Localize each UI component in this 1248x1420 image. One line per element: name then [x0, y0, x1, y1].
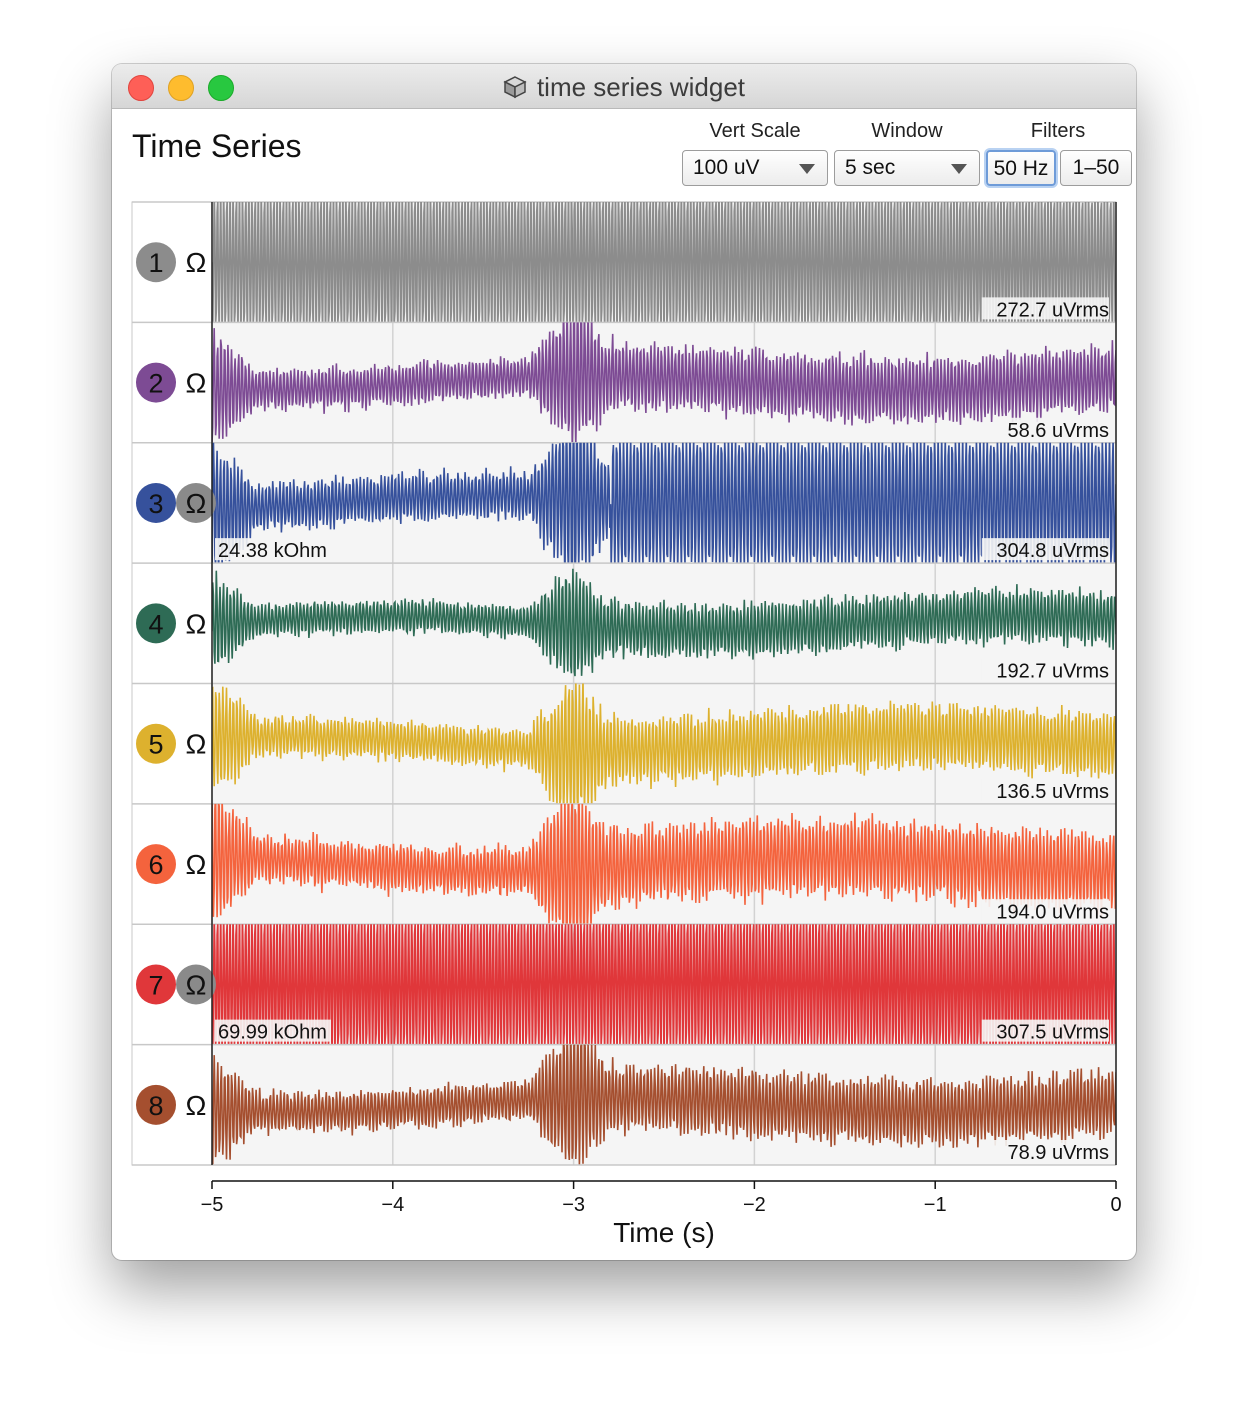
- channel-6-badge[interactable]: [136, 844, 176, 885]
- x-tick-label: −1: [924, 1194, 947, 1216]
- channel-3-waveform: [212, 442, 1116, 564]
- channel-7-waveform: [212, 924, 1116, 1045]
- channel-3-badge[interactable]: [136, 482, 176, 523]
- filter-1-50-button[interactable]: 1–50: [1060, 150, 1132, 186]
- channel-1-waveform: [212, 202, 1116, 323]
- x-tick-label: −5: [201, 1194, 224, 1216]
- channel-1-badge[interactable]: [136, 242, 176, 283]
- channel-2-waveform: [212, 322, 1116, 443]
- channel-3-impedance-button[interactable]: Ω: [186, 488, 207, 519]
- channel-7-impedance-label: 69.99 kOhm: [218, 1022, 327, 1044]
- channel-3-impedance-indicator[interactable]: [176, 482, 216, 523]
- channel-7-number[interactable]: 7: [148, 970, 163, 1000]
- channel-4-waveform: [212, 568, 1116, 677]
- channel-2-rms-bg: [993, 417, 1109, 440]
- x-tick-label: −2: [743, 1194, 766, 1216]
- channel-5-impedance-button[interactable]: Ω: [186, 729, 207, 760]
- chevron-down-icon: [951, 164, 967, 174]
- channel-1-number[interactable]: 1: [148, 248, 163, 278]
- window-title-text: time series widget: [536, 72, 746, 102]
- channel-5-number[interactable]: 5: [148, 730, 163, 760]
- channel-6-rms-bg: [981, 899, 1109, 922]
- vert-scale-dropdown[interactable]: 100 uV: [682, 150, 828, 186]
- page-title: Time Series: [132, 128, 302, 164]
- channel-7-impedance-indicator[interactable]: [176, 964, 216, 1005]
- channel-8-waveform: [212, 1044, 1116, 1165]
- title-bar[interactable]: time series widget: [112, 64, 1136, 109]
- filters-label: Filters: [1030, 120, 1086, 142]
- x-axis-label: Time (s): [613, 1217, 715, 1248]
- channel-4-number[interactable]: 4: [148, 609, 163, 639]
- filter-50hz-button[interactable]: 50 Hz: [986, 150, 1056, 186]
- minimize-button[interactable]: [168, 75, 194, 101]
- window-title: time series widget: [112, 72, 1136, 103]
- channel-2-rms-label: 58.6 uVrms: [1007, 420, 1109, 442]
- channel-7-badge[interactable]: [136, 964, 176, 1005]
- channel-3-impedance-bg: [215, 538, 331, 561]
- channel-4-rms-bg: [981, 658, 1109, 681]
- channel-8-impedance-button[interactable]: Ω: [186, 1090, 207, 1121]
- channel-5-waveform: [212, 683, 1116, 804]
- x-tick-label: 0: [1110, 1194, 1121, 1216]
- close-button[interactable]: [128, 75, 154, 101]
- channel-3-rms-bg: [981, 538, 1109, 561]
- channel-2-number[interactable]: 2: [148, 369, 163, 399]
- channel-5-rms-label: 136.5 uVrms: [996, 781, 1109, 803]
- channel-7-impedance-button[interactable]: Ω: [186, 969, 207, 1000]
- vert-scale-label: Vert Scale: [709, 120, 801, 142]
- channel-6-rms-label: 194.0 uVrms: [996, 901, 1109, 923]
- channel-8-rms-label: 78.9 uVrms: [1007, 1142, 1109, 1164]
- channel-2-impedance-button[interactable]: Ω: [186, 368, 207, 399]
- channel-3-impedance-label: 24.38 kOhm: [218, 540, 327, 562]
- channel-3-number[interactable]: 3: [148, 489, 163, 519]
- channel-8-number[interactable]: 8: [148, 1091, 163, 1121]
- channel-1-rms-bg: [981, 297, 1109, 320]
- chevron-down-icon: [799, 164, 815, 174]
- window-dropdown[interactable]: 5 sec: [834, 150, 980, 186]
- cube-icon: [503, 76, 527, 99]
- channel-5-rms-bg: [981, 778, 1109, 801]
- channel-6-number[interactable]: 6: [148, 850, 163, 880]
- channel-5-badge[interactable]: [136, 723, 176, 764]
- channel-2-badge[interactable]: [136, 362, 176, 403]
- channel-7-impedance-bg: [215, 1019, 331, 1042]
- channel-7-rms-bg: [981, 1019, 1109, 1042]
- channel-6-waveform: [212, 803, 1116, 925]
- zoom-button[interactable]: [208, 75, 234, 101]
- channel-4-impedance-button[interactable]: Ω: [186, 608, 207, 639]
- window-value: 5 sec: [845, 156, 896, 179]
- window-label: Window: [871, 120, 943, 142]
- channel-8-badge[interactable]: [136, 1084, 176, 1125]
- channel-4-rms-label: 192.7 uVrms: [996, 661, 1109, 683]
- x-tick-label: −3: [562, 1194, 585, 1216]
- x-tick-label: −4: [381, 1194, 404, 1216]
- channel-8-rms-bg: [993, 1140, 1109, 1162]
- app-window: time series widget Time Series Vert Scal…: [112, 64, 1136, 1260]
- channel-4-badge[interactable]: [136, 603, 176, 644]
- channel-3-rms-label: 304.8 uVrms: [996, 540, 1109, 562]
- channel-1-rms-label: 272.7 uVrms: [996, 299, 1109, 321]
- channel-6-impedance-button[interactable]: Ω: [186, 849, 207, 880]
- vert-scale-value: 100 uV: [693, 156, 760, 179]
- channel-7-rms-label: 307.5 uVrms: [996, 1022, 1109, 1044]
- channel-1-impedance-button[interactable]: Ω: [186, 247, 207, 278]
